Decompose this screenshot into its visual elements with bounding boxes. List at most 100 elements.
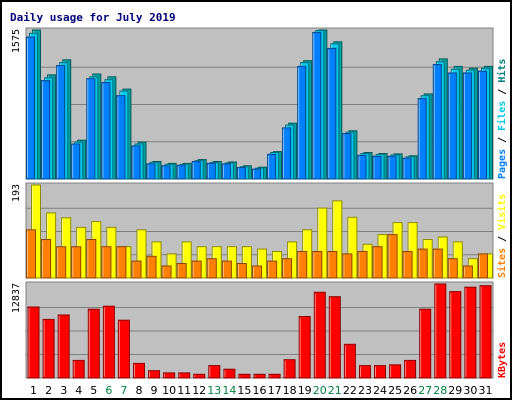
x-tick-label: 12: [192, 384, 206, 397]
x-tick-label: 24: [373, 384, 387, 397]
bar-pages-day-4: [71, 143, 81, 180]
bar-pages-day-22: [342, 133, 352, 180]
x-tick-label: 31: [479, 384, 493, 397]
x-tick-label: 18: [283, 384, 297, 397]
bar-kbytes-day-26: [404, 359, 417, 379]
bar-kbytes-day-19: [298, 316, 311, 379]
bar-kbytes-day-3: [57, 314, 70, 379]
bar-sites-day-17: [267, 260, 278, 279]
y-max-label: 193: [11, 184, 22, 202]
bar-sites-day-12: [191, 260, 202, 279]
x-tick-label: 6: [105, 384, 112, 397]
bar-pages-day-24: [372, 155, 382, 180]
bar-sites-day-15: [236, 263, 247, 279]
panel-visits: 193: [11, 182, 494, 279]
bar-sites-day-29: [447, 258, 458, 279]
x-tick-label: 8: [136, 384, 143, 397]
bar-kbytes-day-20: [313, 291, 326, 379]
bar-pages-day-1: [26, 36, 35, 180]
chart-title: Daily usage for July 2019: [10, 11, 176, 24]
panel-hits: 1575: [11, 27, 494, 180]
x-tick-label: 15: [237, 384, 251, 397]
bar-kbytes-day-13: [208, 365, 221, 379]
bar-pages-day-8: [131, 145, 141, 180]
bar-pages-day-10: [161, 165, 171, 180]
bar-kbytes-day-2: [42, 318, 55, 379]
bar-kbytes-day-16: [253, 373, 266, 379]
x-tick-label: 27: [418, 384, 432, 397]
bar-kbytes-day-1: [27, 306, 40, 379]
legend-separator: /: [497, 131, 508, 149]
bar-sites-day-24: [372, 246, 383, 279]
panel-kbytes: 12837: [11, 281, 494, 379]
bar-pages-day-27: [417, 98, 427, 180]
x-tick-label: 10: [162, 384, 176, 397]
bar-pages-day-23: [357, 154, 367, 180]
bar-kbytes-day-30: [464, 286, 477, 379]
bar-pages-day-29: [447, 72, 457, 180]
legend-visits: Sites / Visits: [496, 194, 508, 278]
x-tick-label: 20: [313, 384, 327, 397]
bar-pages-day-7: [116, 95, 126, 180]
bar-kbytes-day-23: [359, 365, 371, 379]
bar-sites-day-28: [432, 248, 443, 279]
bar-pages-day-6: [101, 82, 111, 180]
bar-kbytes-day-31: [479, 285, 492, 379]
bar-kbytes-day-9: [148, 370, 160, 379]
bar-sites-day-3: [56, 246, 67, 279]
bar-sites-day-11: [176, 263, 187, 279]
x-tick-label: 5: [90, 384, 97, 397]
x-tick-label: 30: [463, 384, 477, 397]
legend-entry-sites: Sites: [496, 248, 508, 278]
x-tick-label: 7: [120, 384, 127, 397]
bar-pages-day-5: [86, 78, 96, 180]
legend-entry-visits: Visits: [496, 194, 508, 230]
bar-sites-day-6: [101, 246, 112, 279]
bar-pages-day-11: [176, 164, 186, 180]
legend-entry-hits: Hits: [496, 59, 508, 83]
x-tick-label: 16: [253, 384, 267, 397]
x-tick-label: 9: [151, 384, 158, 397]
bar-kbytes-day-29: [449, 291, 462, 379]
x-tick-label: 25: [388, 384, 402, 397]
legend-hits: Pages / Files / Hits: [496, 59, 508, 179]
x-tick-label: 3: [60, 384, 67, 397]
bar-sites-day-2: [41, 239, 52, 279]
bar-pages-day-18: [282, 127, 292, 180]
bar-sites-day-14: [221, 260, 232, 279]
bar-pages-day-21: [327, 47, 337, 180]
bar-sites-day-31: [478, 253, 488, 279]
bar-sites-day-27: [417, 248, 428, 279]
x-tick-label: 19: [298, 384, 312, 397]
bar-kbytes-day-18: [283, 359, 296, 379]
bar-pages-day-28: [432, 64, 442, 180]
bar-kbytes-day-25: [389, 364, 402, 379]
bar-sites-day-21: [327, 251, 338, 279]
bar-sites-day-5: [86, 239, 97, 279]
bar-sites-day-7: [116, 246, 127, 279]
x-tick-label: 14: [222, 384, 236, 397]
bar-kbytes-day-8: [133, 362, 145, 379]
bar-kbytes-day-24: [374, 365, 386, 379]
legend-entry-pages: Pages: [497, 149, 508, 179]
bar-pages-day-14: [221, 163, 231, 180]
x-tick-label: 4: [75, 384, 82, 397]
bar-kbytes-day-28: [434, 283, 447, 379]
x-tick-label: 28: [433, 384, 447, 397]
bar-sites-day-19: [297, 251, 308, 279]
bar-kbytes-day-5: [87, 308, 100, 379]
bar-pages-day-30: [462, 72, 472, 180]
bar-sites-day-9: [146, 255, 157, 279]
x-tick-label: 29: [448, 384, 462, 397]
x-tick-label: 2: [45, 384, 52, 397]
bar-sites-day-23: [357, 251, 368, 279]
bar-sites-day-1: [26, 229, 36, 279]
y-max-label: 12837: [11, 283, 22, 313]
legend-separator: /: [497, 83, 508, 101]
bar-pages-day-25: [387, 155, 397, 180]
y-max-label: 1575: [11, 29, 22, 53]
bar-sites-day-16: [252, 265, 262, 279]
x-tick-label: 1: [30, 384, 37, 397]
